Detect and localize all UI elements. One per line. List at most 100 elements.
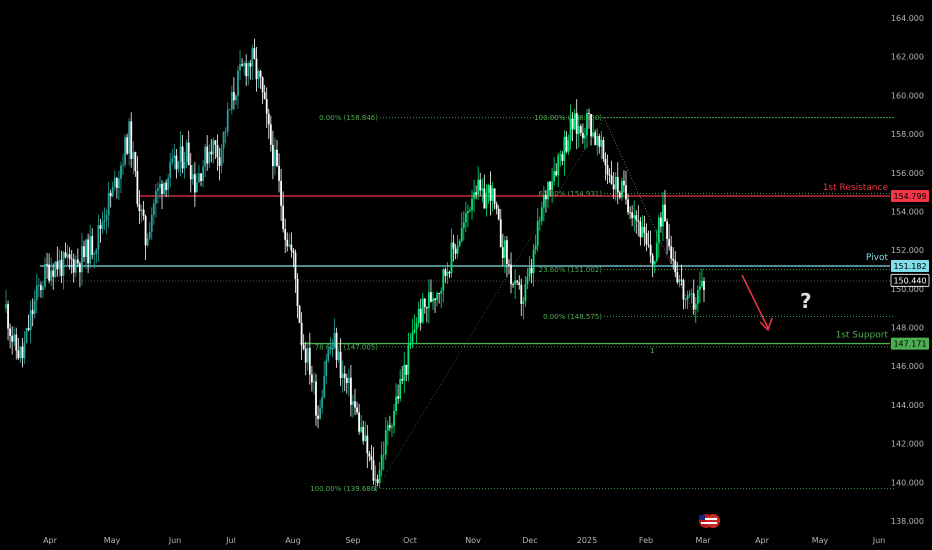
candle-body bbox=[202, 166, 204, 182]
candle-body bbox=[222, 131, 225, 149]
candle-body bbox=[89, 236, 92, 264]
candle-body bbox=[360, 426, 363, 432]
candle-body bbox=[370, 456, 373, 461]
x-tick-label: 2025 bbox=[577, 536, 597, 545]
flag-icon[interactable] bbox=[699, 514, 720, 528]
candle-body bbox=[649, 244, 652, 256]
candle-body bbox=[432, 298, 434, 302]
candle-body bbox=[224, 131, 227, 133]
candle-body bbox=[483, 188, 486, 209]
candle-body bbox=[627, 199, 629, 213]
key-level-price-tag bbox=[891, 259, 929, 272]
candle-body bbox=[292, 250, 295, 253]
candle-body bbox=[450, 242, 453, 274]
candle-body bbox=[551, 181, 553, 191]
candle-body bbox=[198, 173, 200, 183]
candle-body bbox=[247, 63, 250, 77]
candle-body bbox=[645, 232, 648, 245]
price-axis[interactable]: 138.000 140.000 142.000 144.000 146.000 148.0… bbox=[891, 14, 924, 526]
y-tick-label: 142.000 bbox=[891, 440, 924, 449]
candle-body bbox=[522, 301, 525, 305]
candle-body bbox=[148, 231, 151, 239]
candle-body bbox=[444, 269, 447, 276]
candle-body bbox=[557, 155, 560, 176]
candle-body bbox=[581, 132, 584, 139]
candle-body bbox=[567, 140, 570, 152]
candle-body bbox=[66, 254, 69, 258]
candle-body bbox=[682, 280, 685, 300]
candle-body bbox=[532, 249, 535, 274]
candle-body bbox=[237, 70, 239, 96]
x-tick-label: May bbox=[104, 536, 121, 545]
candle-body bbox=[456, 245, 459, 254]
candle-body bbox=[651, 255, 654, 265]
x-tick-label: Dec bbox=[522, 536, 537, 545]
candle-body bbox=[130, 121, 133, 159]
candle-body bbox=[204, 146, 207, 167]
last-price-tag bbox=[890, 273, 930, 287]
candle-body bbox=[495, 203, 498, 209]
candle-body bbox=[321, 397, 324, 408]
candle-body bbox=[633, 215, 636, 218]
fib-level-label: 23.60% (151.002) bbox=[539, 266, 603, 274]
candle-body bbox=[639, 221, 642, 238]
candle-body bbox=[516, 280, 519, 283]
candle-body bbox=[440, 290, 443, 294]
fib-level-label: 100.00% (139.686) bbox=[310, 485, 378, 493]
candle-body bbox=[95, 249, 98, 255]
candle-body bbox=[191, 174, 194, 180]
candle-body bbox=[33, 300, 36, 315]
candle-body bbox=[136, 171, 139, 205]
candle-body bbox=[565, 136, 568, 152]
candle-body bbox=[364, 435, 367, 441]
candle-body bbox=[5, 304, 7, 309]
candle-body bbox=[575, 113, 578, 134]
candle-body bbox=[354, 401, 356, 408]
candle-body bbox=[241, 64, 243, 66]
candle-body bbox=[349, 377, 352, 405]
candle-body bbox=[510, 264, 512, 285]
candle-body bbox=[618, 192, 621, 198]
candle-body bbox=[146, 238, 149, 246]
candle-body bbox=[454, 248, 457, 254]
candle-body bbox=[171, 158, 174, 163]
candle-body bbox=[138, 204, 141, 212]
candle-body bbox=[620, 180, 623, 198]
candle-body bbox=[83, 246, 85, 258]
x-tick-label: Oct bbox=[403, 536, 417, 545]
candle-body bbox=[325, 360, 328, 377]
candle-body bbox=[319, 407, 321, 419]
last-price-tag-text: 150.440 bbox=[893, 276, 926, 285]
candle-body bbox=[376, 479, 379, 484]
projection-arrowhead bbox=[759, 317, 773, 332]
candle-body bbox=[220, 148, 223, 166]
candle-body bbox=[374, 479, 377, 481]
candle-body bbox=[230, 92, 233, 110]
candle-body bbox=[189, 165, 192, 180]
candle-body bbox=[518, 282, 521, 285]
candle-body bbox=[105, 215, 108, 221]
candle-body bbox=[561, 154, 564, 161]
candle-body bbox=[253, 48, 256, 59]
candle-body bbox=[179, 146, 182, 162]
candle-body bbox=[243, 63, 246, 66]
candle-body bbox=[596, 135, 599, 146]
candle-body bbox=[688, 294, 691, 296]
candle-body bbox=[302, 344, 305, 349]
y-tick-label: 152.000 bbox=[891, 246, 924, 255]
key-level-price-tag-text: 151.182 bbox=[893, 262, 926, 271]
candle-body bbox=[434, 298, 436, 300]
fib-level-label: 61.80% (154.931) bbox=[539, 190, 603, 198]
time-axis[interactable]: Apr May Jun Jul Aug Sep Oct Nov Dec 2025 Feb Mar Apr… bbox=[43, 536, 885, 545]
y-tick-label: 144.000 bbox=[891, 401, 924, 410]
candle-body bbox=[249, 63, 252, 67]
candle-body bbox=[267, 113, 270, 125]
candle-body bbox=[413, 329, 416, 333]
candle-body bbox=[216, 144, 219, 158]
key-level-price-tag-text: 147.171 bbox=[893, 340, 926, 349]
candle-body bbox=[477, 179, 480, 195]
candle-body bbox=[50, 270, 53, 281]
candle-body bbox=[659, 217, 662, 227]
